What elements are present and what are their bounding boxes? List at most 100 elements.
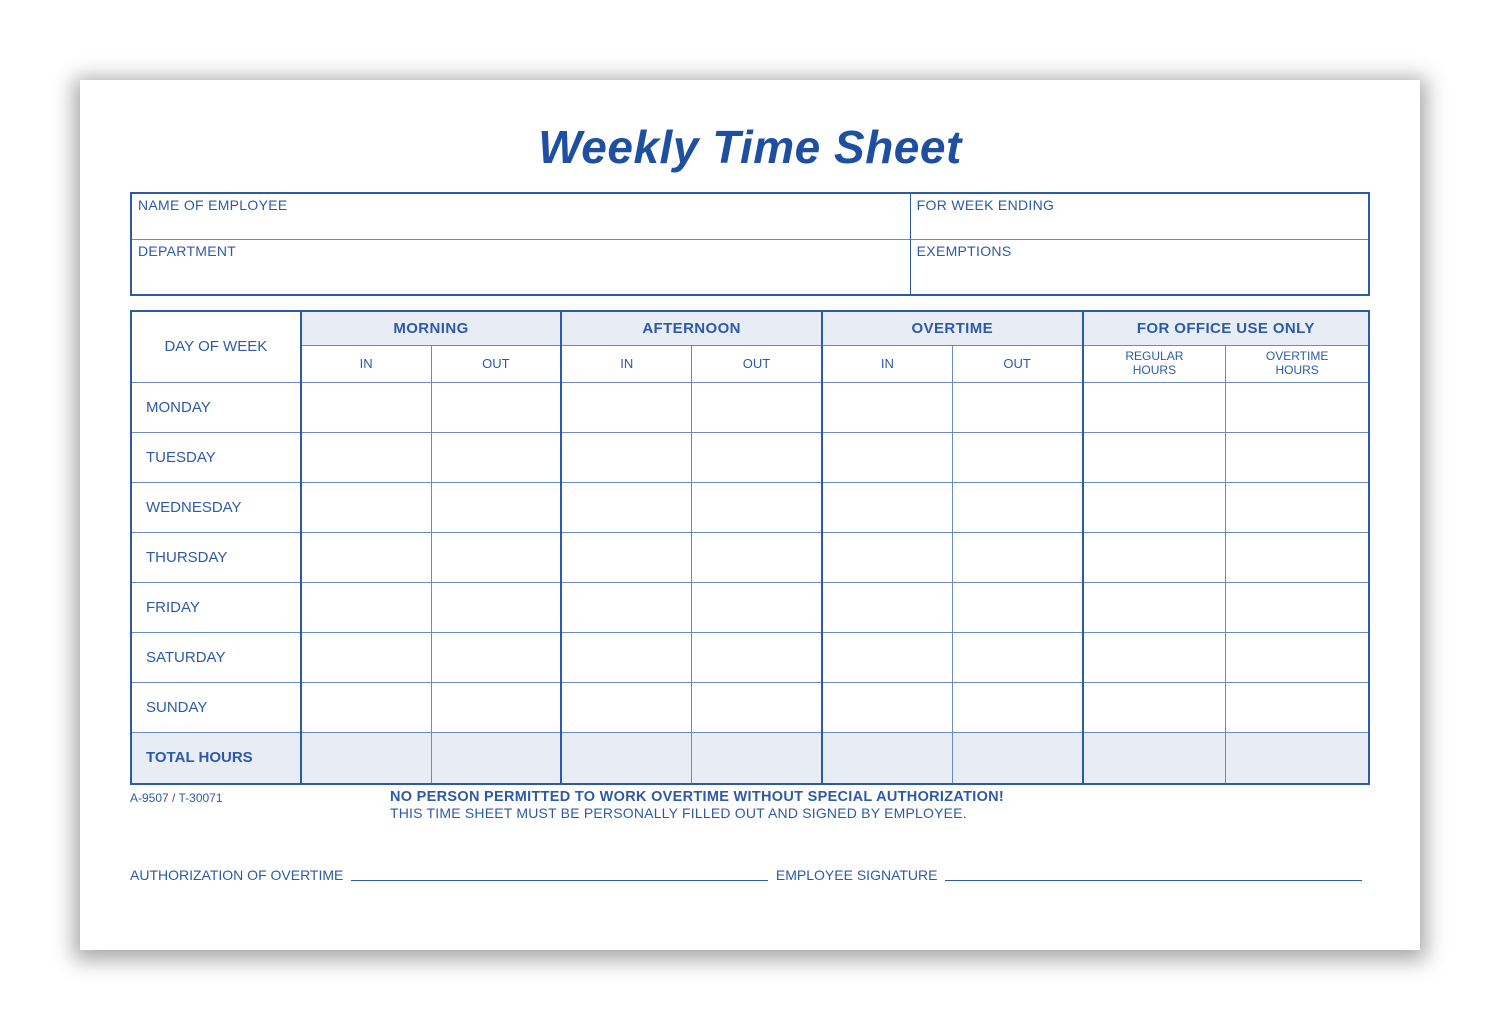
- time-cell[interactable]: [692, 532, 822, 582]
- department-field[interactable]: DEPARTMENT: [132, 240, 911, 294]
- time-cell[interactable]: [952, 582, 1082, 632]
- time-cell[interactable]: [1083, 582, 1226, 632]
- time-cell[interactable]: [1226, 582, 1369, 632]
- form-code: A-9507 / T-30071: [130, 789, 390, 821]
- time-cell[interactable]: [1083, 532, 1226, 582]
- col-day-of-week: DAY OF WEEK: [131, 311, 301, 382]
- total-cell[interactable]: [822, 732, 952, 784]
- day-label: WEDNESDAY: [131, 482, 301, 532]
- col-morning: MORNING: [301, 311, 562, 346]
- col-afternoon-in: IN: [561, 346, 691, 383]
- time-cell[interactable]: [431, 532, 561, 582]
- time-cell[interactable]: [1083, 382, 1226, 432]
- day-label: FRIDAY: [131, 582, 301, 632]
- time-cell[interactable]: [301, 682, 431, 732]
- time-cell[interactable]: [1226, 682, 1369, 732]
- total-cell[interactable]: [301, 732, 431, 784]
- time-cell[interactable]: [1226, 532, 1369, 582]
- day-label: SUNDAY: [131, 682, 301, 732]
- day-label: SATURDAY: [131, 632, 301, 682]
- form-title: Weekly Time Sheet: [130, 120, 1370, 174]
- week-ending-field[interactable]: FOR WEEK ENDING: [911, 194, 1368, 240]
- table-row: SATURDAY: [131, 632, 1369, 682]
- footer-notes: A-9507 / T-30071 NO PERSON PERMITTED TO …: [130, 789, 1370, 821]
- total-hours-label: TOTAL HOURS: [131, 732, 301, 784]
- time-cell[interactable]: [431, 682, 561, 732]
- time-cell[interactable]: [1226, 382, 1369, 432]
- time-cell[interactable]: [561, 532, 691, 582]
- time-cell[interactable]: [1226, 432, 1369, 482]
- time-cell[interactable]: [431, 582, 561, 632]
- time-cell[interactable]: [561, 682, 691, 732]
- time-cell[interactable]: [822, 682, 952, 732]
- col-afternoon-out: OUT: [692, 346, 822, 383]
- auth-overtime-line[interactable]: [351, 880, 768, 881]
- time-cell[interactable]: [301, 632, 431, 682]
- time-cell[interactable]: [1083, 482, 1226, 532]
- total-cell[interactable]: [952, 732, 1082, 784]
- table-row: MONDAY: [131, 382, 1369, 432]
- table-row: THURSDAY: [131, 532, 1369, 582]
- time-cell[interactable]: [1226, 632, 1369, 682]
- time-cell[interactable]: [561, 432, 691, 482]
- time-cell[interactable]: [692, 432, 822, 482]
- time-cell[interactable]: [822, 632, 952, 682]
- timesheet-form: Weekly Time Sheet NAME OF EMPLOYEE FOR W…: [80, 80, 1420, 950]
- employee-name-field[interactable]: NAME OF EMPLOYEE: [132, 194, 911, 240]
- time-cell[interactable]: [952, 632, 1082, 682]
- total-cell[interactable]: [692, 732, 822, 784]
- time-cell[interactable]: [1083, 632, 1226, 682]
- time-cell[interactable]: [822, 532, 952, 582]
- col-overtime-in: IN: [822, 346, 952, 383]
- exemptions-field[interactable]: EXEMPTIONS: [911, 240, 1368, 294]
- time-cell[interactable]: [561, 582, 691, 632]
- time-cell[interactable]: [692, 582, 822, 632]
- time-cell[interactable]: [952, 432, 1082, 482]
- time-cell[interactable]: [952, 482, 1082, 532]
- employee-signature-line[interactable]: [945, 880, 1362, 881]
- time-cell[interactable]: [301, 582, 431, 632]
- time-cell[interactable]: [952, 682, 1082, 732]
- table-row: SUNDAY: [131, 682, 1369, 732]
- table-row: TUESDAY: [131, 432, 1369, 482]
- time-cell[interactable]: [822, 382, 952, 432]
- time-cell[interactable]: [1083, 432, 1226, 482]
- time-cell[interactable]: [952, 382, 1082, 432]
- col-regular-hours: REGULARHOURS: [1083, 346, 1226, 383]
- signature-row: AUTHORIZATION OF OVERTIME EMPLOYEE SIGNA…: [130, 867, 1370, 883]
- time-cell[interactable]: [822, 582, 952, 632]
- time-cell[interactable]: [561, 482, 691, 532]
- col-morning-in: IN: [301, 346, 431, 383]
- day-label: THURSDAY: [131, 532, 301, 582]
- time-cell[interactable]: [561, 382, 691, 432]
- time-cell[interactable]: [301, 532, 431, 582]
- time-cell[interactable]: [1083, 682, 1226, 732]
- time-cell[interactable]: [692, 482, 822, 532]
- header-box: NAME OF EMPLOYEE FOR WEEK ENDING DEPARTM…: [130, 192, 1370, 296]
- time-cell[interactable]: [301, 382, 431, 432]
- time-cell[interactable]: [301, 482, 431, 532]
- total-cell[interactable]: [431, 732, 561, 784]
- time-cell[interactable]: [431, 632, 561, 682]
- col-office-use: FOR OFFICE USE ONLY: [1083, 311, 1369, 346]
- time-cell[interactable]: [431, 482, 561, 532]
- time-cell[interactable]: [822, 482, 952, 532]
- col-overtime: OVERTIME: [822, 311, 1083, 346]
- time-cell[interactable]: [692, 682, 822, 732]
- time-cell[interactable]: [431, 432, 561, 482]
- time-cell[interactable]: [1226, 482, 1369, 532]
- time-cell[interactable]: [431, 382, 561, 432]
- time-cell[interactable]: [692, 382, 822, 432]
- total-cell[interactable]: [561, 732, 691, 784]
- time-cell[interactable]: [301, 432, 431, 482]
- total-cell[interactable]: [1226, 732, 1369, 784]
- time-cell[interactable]: [952, 532, 1082, 582]
- col-overtime-out: OUT: [952, 346, 1082, 383]
- time-cell[interactable]: [692, 632, 822, 682]
- total-cell[interactable]: [1083, 732, 1226, 784]
- table-row: WEDNESDAY: [131, 482, 1369, 532]
- fill-instructions: THIS TIME SHEET MUST BE PERSONALLY FILLE…: [390, 805, 1370, 821]
- time-cell[interactable]: [561, 632, 691, 682]
- time-cell[interactable]: [822, 432, 952, 482]
- employee-signature-label: EMPLOYEE SIGNATURE: [776, 867, 938, 883]
